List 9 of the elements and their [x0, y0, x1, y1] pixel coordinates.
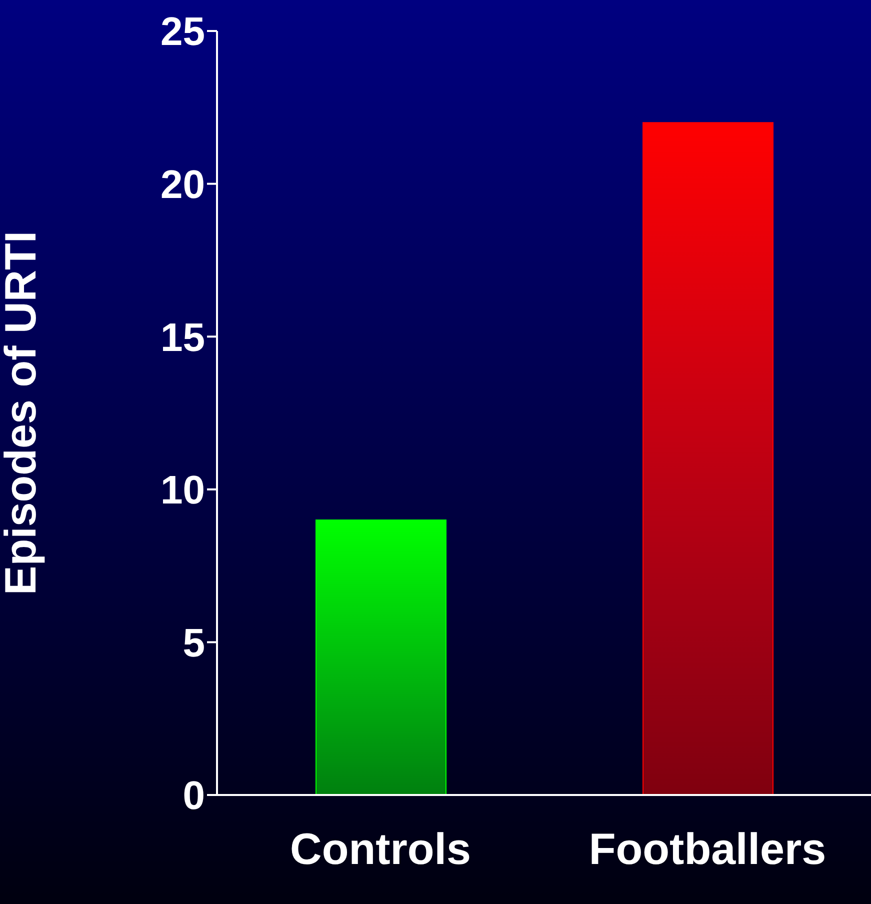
y-axis-title: Episodes of URTI	[0, 230, 46, 596]
x-tick-label: Footballers	[588, 825, 826, 874]
y-tick-label: 0	[182, 774, 205, 818]
y-tick-label: 25	[160, 10, 205, 54]
y-tick-label: 20	[160, 163, 205, 207]
y-tick-label: 5	[182, 621, 205, 666]
y-tick-label: 10	[160, 468, 205, 513]
x-tick-label: Controls	[290, 825, 471, 874]
y-tick-label: 15	[160, 316, 205, 360]
